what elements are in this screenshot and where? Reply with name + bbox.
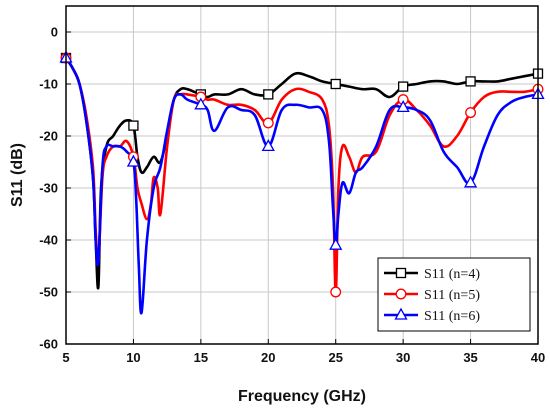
- y-tick-label: -10: [39, 77, 58, 92]
- x-tick-label: 20: [261, 350, 275, 365]
- series-line-2: [66, 56, 538, 294]
- legend-label: S11 (n=6): [424, 309, 480, 324]
- y-tick-label: -40: [39, 233, 58, 248]
- series-lines: [66, 56, 538, 315]
- axis-ticks: 5 10 15 20 25 30 35 40 0 -10 -20 -30 -40 -50 -60: [39, 25, 545, 366]
- series-1-marker: [330, 78, 341, 90]
- y-tick-label: -50: [39, 285, 58, 300]
- legend-marker: [395, 267, 407, 279]
- legend-entry: S11 (n=5): [384, 288, 480, 303]
- series-1-marker: [465, 76, 476, 87]
- x-tick-label: 40: [531, 350, 545, 365]
- legend-marker: [395, 288, 407, 300]
- series-3-marker: [463, 175, 478, 188]
- x-tick-label: 10: [126, 350, 140, 365]
- series-3-marker: [194, 97, 208, 110]
- x-tick-label: 5: [62, 350, 69, 365]
- legend-label: S11 (n=4): [424, 267, 480, 282]
- series-3-marker: [126, 154, 141, 167]
- series-2-marker: [262, 117, 274, 129]
- y-tick-label: -60: [39, 337, 58, 352]
- series-3-marker: [261, 139, 275, 152]
- series-3-marker: [396, 100, 410, 113]
- series-1-marker: [128, 120, 139, 131]
- y-tick-label: -30: [39, 181, 58, 196]
- series-1-marker: [263, 89, 274, 100]
- legend-marker: [394, 307, 408, 320]
- series-line-3: [66, 56, 538, 315]
- x-tick-label: 30: [396, 350, 410, 365]
- y-tick-label: -20: [39, 129, 58, 144]
- x-tick-label: 15: [194, 350, 208, 365]
- plot-frame: [65, 5, 539, 345]
- legend-entry: S11 (n=4): [384, 267, 480, 282]
- y-tick-label: 0: [51, 25, 58, 40]
- legend-label: S11 (n=5): [424, 288, 480, 303]
- legend-entry: S11 (n=6): [384, 307, 480, 324]
- legend: S11 (n=4) S11 (n=5) S11 (n=6): [377, 257, 531, 332]
- series-2-marker: [330, 286, 342, 298]
- series-1-marker: [397, 81, 409, 92]
- x-tick-label: 35: [463, 350, 477, 365]
- x-tick-label: 25: [328, 350, 342, 365]
- x-axis-title: Frequency (GHz): [238, 388, 366, 405]
- series-2-marker: [465, 107, 477, 119]
- series-3-marker: [329, 237, 343, 250]
- y-axis-title: S11 (dB): [9, 143, 26, 207]
